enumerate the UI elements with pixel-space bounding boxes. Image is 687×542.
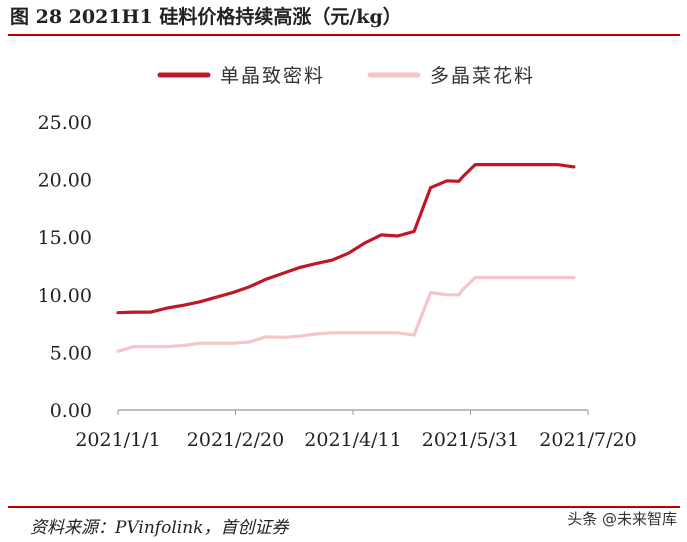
x-tick-label-2021-2-20: 2021/2/20 bbox=[187, 429, 284, 451]
watermark: 头条 @未来智库 bbox=[567, 510, 677, 528]
y-tick-label-5-00: 5.00 bbox=[50, 342, 92, 364]
x-tick-label-2021-5-31: 2021/5/31 bbox=[422, 429, 519, 451]
y-tick-label-15-00: 15.00 bbox=[38, 227, 92, 249]
x-axis: 2021/1/1 2021/2/20 2021/4/11 2021/5/31 2021/… bbox=[75, 409, 637, 451]
y-tick-label-10-00: 10.00 bbox=[38, 285, 92, 307]
y-tick-label-20-00: 20.00 bbox=[38, 170, 92, 192]
price-line-chart: 单晶致密料 多晶菜花料 0.005.0010.0015.0020.0025.00 … bbox=[38, 65, 637, 451]
y-tick-label-0-00: 0.00 bbox=[50, 400, 92, 422]
series-line-mono bbox=[116, 163, 576, 315]
figure-title: 图 28 2021H1 硅料价格持续高涨（元/kg） bbox=[10, 6, 402, 28]
y-axis: 0.00 5.00 10.00 15.00 20.00 25.00 bbox=[38, 112, 92, 422]
legend-item-poly: 多晶菜花料 bbox=[367, 65, 535, 87]
legend-item-mono: 单晶致密料 bbox=[157, 65, 325, 87]
legend-item-poly-label: 多晶菜花料 bbox=[430, 65, 535, 87]
source-note: 资料来源：PVinfolink，首创证券 bbox=[30, 518, 289, 538]
top-rule bbox=[8, 34, 680, 36]
legend: 单晶致密料 多晶菜花料 bbox=[157, 65, 535, 87]
bottom-rule bbox=[8, 506, 680, 508]
x-tick-label-2021-7-20: 2021/7/20 bbox=[539, 429, 636, 451]
legend-item-mono-label: 单晶致密料 bbox=[220, 65, 325, 87]
x-tick-label-2021-4-11: 2021/4/11 bbox=[304, 429, 401, 451]
series-lines bbox=[116, 163, 576, 353]
x-tick-label-2021-1-1: 2021/1/1 bbox=[75, 429, 160, 451]
series-line-poly bbox=[116, 275, 576, 353]
y-tick-label-25-00: 25.00 bbox=[38, 112, 92, 134]
